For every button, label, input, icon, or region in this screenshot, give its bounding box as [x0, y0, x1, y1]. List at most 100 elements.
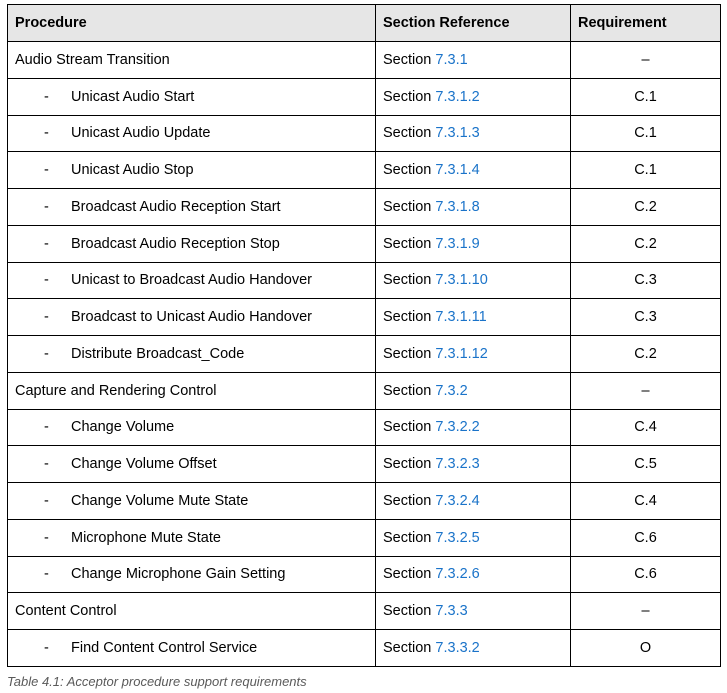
table-row: - Change Volume Section 7.3.2.2 C.4: [7, 408, 721, 447]
header-section-reference: Section Reference: [375, 4, 571, 42]
sub-item-dash: -: [44, 492, 49, 509]
procedure-cell: - Change Microphone Gain Setting: [7, 555, 376, 594]
section-link[interactable]: 7.3.2.4: [435, 492, 480, 509]
section-link[interactable]: 7.3.1.3: [435, 125, 480, 142]
section-reference-cell: Section 7.3.2.6: [375, 555, 571, 594]
section-prefix: Section: [383, 603, 432, 620]
procedure-name: Change Volume Offset: [71, 456, 217, 473]
section-reference-cell: Section 7.3.1.12: [375, 335, 571, 373]
requirement-cell: C.2: [570, 335, 721, 373]
section-link[interactable]: 7.3.2: [435, 382, 468, 399]
sub-item-dash: -: [44, 125, 49, 142]
section-prefix: Section: [383, 235, 432, 252]
requirement-cell: –: [570, 41, 721, 79]
procedure-name: Broadcast Audio Reception Start: [71, 198, 281, 215]
section-link[interactable]: 7.3.1.2: [435, 88, 480, 105]
section-link[interactable]: 7.3.2.6: [435, 566, 480, 583]
procedure-name: Capture and Rendering Control: [15, 382, 217, 399]
procedure-name: Broadcast Audio Reception Stop: [71, 235, 280, 252]
section-prefix: Section: [383, 345, 432, 362]
sub-item-dash: -: [44, 345, 49, 362]
procedure-name: Find Content Control Service: [71, 639, 258, 656]
procedure-cell: - Find Content Control Service: [7, 629, 376, 667]
section-reference-cell: Section 7.3.1.3: [375, 114, 571, 153]
procedure-cell: Audio Stream Transition: [7, 41, 376, 79]
section-link[interactable]: 7.3.1: [435, 51, 468, 68]
requirement-cell: C.3: [570, 298, 721, 336]
section-prefix: Section: [383, 639, 432, 656]
sub-item-dash: -: [44, 456, 49, 473]
sub-item-dash: -: [44, 566, 49, 583]
procedure-cell: Capture and Rendering Control: [7, 371, 376, 410]
section-prefix: Section: [383, 382, 432, 399]
table-row: Content Control Section 7.3.3–: [7, 592, 721, 630]
requirement-cell: C.1: [570, 151, 721, 189]
section-link[interactable]: 7.3.1.8: [435, 198, 480, 215]
table-row: - Change Volume Mute State Section 7.3.2.4…: [7, 482, 721, 520]
table-row: - Microphone Mute State Section 7.3.2.5 C.6: [7, 518, 721, 557]
sub-item-dash: -: [44, 198, 49, 215]
section-prefix: Section: [383, 162, 432, 179]
section-reference-cell: Section 7.3.1.11: [375, 298, 571, 336]
section-link[interactable]: 7.3.2.3: [435, 456, 480, 473]
sub-item-dash: -: [44, 309, 49, 326]
requirement-cell: –: [570, 592, 721, 630]
acceptor-procedure-table: Procedure Section Reference Requirement …: [7, 4, 721, 667]
section-prefix: Section: [383, 529, 432, 546]
section-link[interactable]: 7.3.1.4: [435, 162, 480, 179]
section-reference-cell: Section 7.3.1.10: [375, 261, 571, 300]
section-reference-cell: Section 7.3.1.2: [375, 77, 571, 116]
table-row: Audio Stream Transition Section 7.3.1 –: [7, 41, 721, 79]
sub-item-dash: -: [44, 88, 49, 105]
procedure-cell: - Unicast Audio Stop: [7, 151, 376, 189]
table-row: - Change Microphone Gain Setting Section 7…: [7, 555, 721, 594]
table-row: Capture and Rendering Control Section 7.3…: [7, 371, 721, 410]
section-link[interactable]: 7.3.2.2: [435, 419, 480, 436]
section-link[interactable]: 7.3.1.12: [435, 345, 488, 362]
procedure-name: Change Volume: [71, 419, 175, 436]
table-header-row: Procedure Section Reference Requirement: [7, 4, 721, 42]
table-body: Audio Stream Transition Section 7.3.1– - Un…: [7, 41, 721, 667]
procedure-cell: - Change Volume Mute State: [7, 482, 376, 520]
section-reference-cell: Section 7.3.3.2: [375, 629, 571, 667]
requirement-cell: C.5: [570, 445, 721, 483]
procedure-name: Microphone Mute State: [71, 529, 221, 546]
procedure-cell: - Unicast to Broadcast Audio Handover: [7, 261, 376, 300]
sub-item-dash: -: [44, 529, 49, 546]
section-link[interactable]: 7.3.3.2: [435, 639, 480, 656]
procedure-name: Unicast Audio Start: [71, 88, 195, 105]
procedure-name: Change Volume Mute State: [71, 492, 249, 509]
procedure-name: Broadcast to Unicast Audio Handover: [71, 309, 312, 326]
section-prefix: Section: [383, 51, 432, 68]
procedure-cell: - Distribute Broadcast_Code: [7, 335, 376, 373]
table-row: - Broadcast to Unicast Audio Handover Sect…: [7, 298, 721, 336]
section-prefix: Section: [383, 272, 432, 289]
requirement-cell: C.1: [570, 114, 721, 153]
procedure-name: Audio Stream Transition: [15, 51, 170, 68]
section-link[interactable]: 7.3.1.10: [435, 272, 488, 289]
section-link[interactable]: 7.3.1.9: [435, 235, 480, 252]
section-link[interactable]: 7.3.1.11: [435, 309, 487, 326]
section-reference-cell: Section 7.3.1.4: [375, 151, 571, 189]
section-prefix: Section: [383, 88, 432, 105]
section-reference-cell: Section 7.3.2.2: [375, 408, 571, 447]
section-link[interactable]: 7.3.3: [435, 603, 468, 620]
section-link[interactable]: 7.3.2.5: [435, 529, 480, 546]
requirement-cell: C.6: [570, 518, 721, 557]
requirement-cell: C.4: [570, 408, 721, 447]
table-row: - Unicast to Broadcast Audio Handover Sect…: [7, 261, 721, 300]
sub-item-dash: -: [44, 235, 49, 252]
table-row: - Unicast Audio Stop Section 7.3.1.4 C.1: [7, 151, 721, 189]
procedure-cell: - Broadcast Audio Reception Start: [7, 188, 376, 226]
section-prefix: Section: [383, 566, 432, 583]
section-reference-cell: Section 7.3.2.5: [375, 518, 571, 557]
procedure-cell: - Unicast Audio Update: [7, 114, 376, 153]
requirements-table-container: Procedure Section Reference Requirement …: [7, 4, 721, 667]
table-row: - Broadcast Audio Reception Stop Section 7…: [7, 224, 721, 263]
procedure-name: Change Microphone Gain Setting: [71, 566, 286, 583]
section-reference-cell: Section 7.3.1.9: [375, 224, 571, 263]
section-reference-cell: Section 7.3.1.8: [375, 188, 571, 226]
requirement-cell: C.1: [570, 77, 721, 116]
section-prefix: Section: [383, 309, 432, 326]
sub-item-dash: -: [44, 162, 49, 179]
